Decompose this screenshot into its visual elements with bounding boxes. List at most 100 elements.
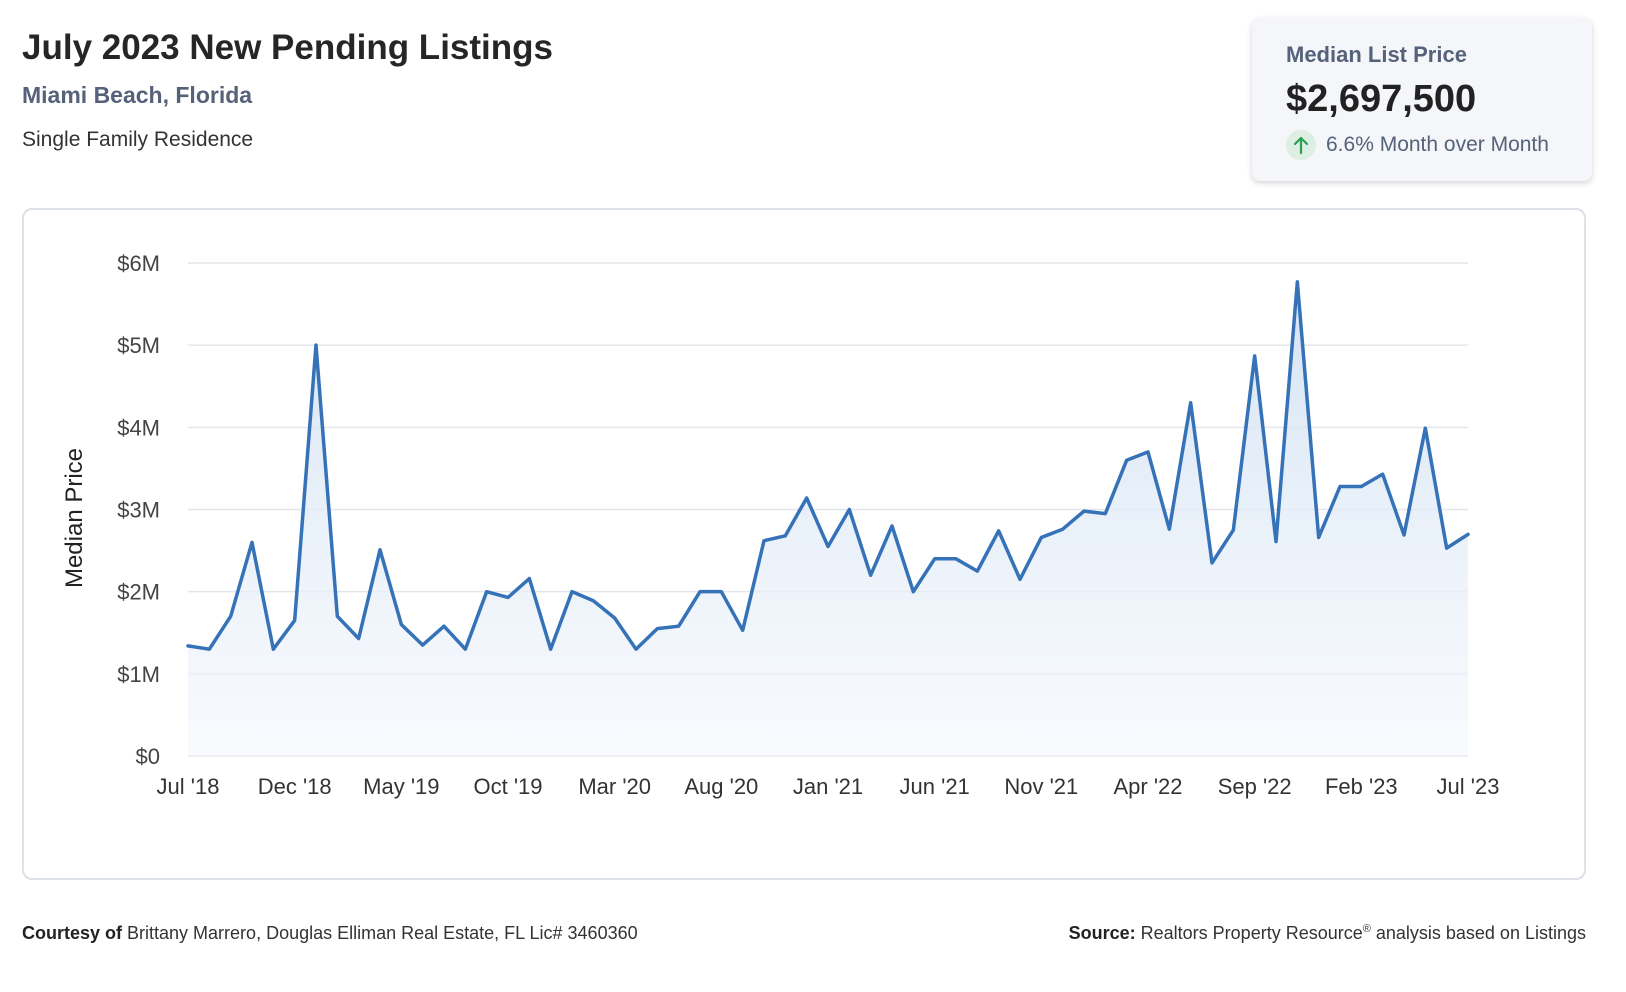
data-point[interactable] bbox=[888, 522, 896, 530]
data-point[interactable] bbox=[1187, 399, 1195, 407]
x-tick-label: Jun '21 bbox=[900, 774, 970, 799]
data-point[interactable] bbox=[1379, 470, 1387, 478]
data-point[interactable] bbox=[760, 537, 768, 545]
data-point[interactable] bbox=[1336, 482, 1344, 490]
y-tick-label: $0 bbox=[136, 744, 160, 769]
stat-change-text: 6.6% Month over Month bbox=[1326, 133, 1549, 156]
data-point[interactable] bbox=[1165, 525, 1173, 533]
y-tick-label: $4M bbox=[117, 415, 160, 440]
data-point[interactable] bbox=[973, 567, 981, 575]
source-label: Source: bbox=[1068, 923, 1136, 943]
y-tick-label: $3M bbox=[117, 498, 160, 523]
data-point[interactable] bbox=[995, 527, 1003, 535]
data-point[interactable] bbox=[1293, 278, 1301, 286]
data-point[interactable] bbox=[931, 555, 939, 563]
data-point[interactable] bbox=[1080, 507, 1088, 515]
courtesy-label: Courtesy of bbox=[22, 923, 123, 943]
data-point[interactable] bbox=[547, 645, 555, 653]
data-point[interactable] bbox=[1357, 482, 1365, 490]
courtesy-text: Brittany Marrero, Douglas Elliman Real E… bbox=[127, 923, 638, 943]
x-tick-label: May '19 bbox=[363, 774, 439, 799]
data-point[interactable] bbox=[483, 588, 491, 596]
data-point[interactable] bbox=[1016, 575, 1024, 583]
data-point[interactable] bbox=[248, 538, 256, 546]
y-tick-label: $5M bbox=[117, 333, 160, 358]
data-point[interactable] bbox=[824, 542, 832, 550]
data-point[interactable] bbox=[1101, 510, 1109, 518]
data-point[interactable] bbox=[1208, 559, 1216, 567]
data-point[interactable] bbox=[504, 593, 512, 601]
page-title: July 2023 New Pending Listings bbox=[22, 28, 553, 67]
x-tick-label: Aug '20 bbox=[684, 774, 758, 799]
chart-panel: $0 $1M $2M $3M $4M $5M $6M Jul '18 Dec '18 May '… bbox=[22, 208, 1586, 880]
y-axis-label: Median Price bbox=[61, 448, 88, 588]
arrow-up-icon bbox=[1286, 130, 1316, 160]
data-point[interactable] bbox=[312, 341, 320, 349]
x-tick-label: Mar '20 bbox=[578, 774, 651, 799]
data-point[interactable] bbox=[1037, 533, 1045, 541]
data-point[interactable] bbox=[461, 645, 469, 653]
data-point[interactable] bbox=[355, 635, 363, 643]
data-point[interactable] bbox=[1123, 456, 1131, 464]
data-point[interactable] bbox=[1443, 544, 1451, 552]
data-point[interactable] bbox=[1144, 448, 1152, 456]
x-tick-label: Nov '21 bbox=[1004, 774, 1078, 799]
data-point[interactable] bbox=[739, 626, 747, 634]
data-point[interactable] bbox=[568, 588, 576, 596]
data-point[interactable] bbox=[440, 622, 448, 630]
data-point[interactable] bbox=[696, 588, 704, 596]
data-point[interactable] bbox=[909, 588, 917, 596]
data-point[interactable] bbox=[269, 645, 277, 653]
data-point[interactable] bbox=[227, 612, 235, 620]
data-point[interactable] bbox=[291, 616, 299, 624]
property-type-label: Single Family Residence bbox=[22, 128, 254, 151]
median-list-price-card: Median List Price $2,697,500 6.6% Month … bbox=[1252, 18, 1592, 181]
source-name: Realtors Property Resource bbox=[1140, 923, 1363, 943]
data-point[interactable] bbox=[1272, 538, 1280, 546]
data-point[interactable] bbox=[1315, 533, 1323, 541]
x-tick-label: Dec '18 bbox=[258, 774, 332, 799]
footer-courtesy: Courtesy of Brittany Marrero, Douglas El… bbox=[22, 923, 638, 944]
x-tick-label: Feb '23 bbox=[1325, 774, 1398, 799]
data-point[interactable] bbox=[1421, 424, 1429, 432]
x-tick-label: Sep '22 bbox=[1218, 774, 1292, 799]
y-tick-label: $2M bbox=[117, 580, 160, 605]
registered-mark: ® bbox=[1362, 923, 1371, 935]
data-point[interactable] bbox=[525, 575, 533, 583]
x-tick-label: Apr '22 bbox=[1113, 774, 1182, 799]
data-point[interactable] bbox=[419, 641, 427, 649]
data-point[interactable] bbox=[845, 506, 853, 514]
data-point[interactable] bbox=[781, 532, 789, 540]
data-point[interactable] bbox=[333, 612, 341, 620]
data-point[interactable] bbox=[1229, 526, 1237, 534]
data-point[interactable] bbox=[803, 494, 811, 502]
stat-value: $2,697,500 bbox=[1286, 78, 1477, 120]
x-tick-label: Oct '19 bbox=[473, 774, 542, 799]
data-point[interactable] bbox=[1059, 525, 1067, 533]
data-point[interactable] bbox=[1464, 530, 1472, 538]
data-point[interactable] bbox=[1400, 531, 1408, 539]
data-point[interactable] bbox=[717, 588, 725, 596]
data-point[interactable] bbox=[867, 571, 875, 579]
data-point[interactable] bbox=[184, 642, 192, 650]
data-point[interactable] bbox=[397, 621, 405, 629]
data-point[interactable] bbox=[611, 614, 619, 622]
x-tick-label: Jul '18 bbox=[157, 774, 220, 799]
median-price-chart: $0 $1M $2M $3M $4M $5M $6M Jul '18 Dec '18 May '… bbox=[61, 251, 1500, 799]
y-tick-label: $1M bbox=[117, 662, 160, 687]
data-point[interactable] bbox=[952, 555, 960, 563]
data-point[interactable] bbox=[205, 645, 213, 653]
data-point[interactable] bbox=[589, 597, 597, 605]
footer-source: Source: Realtors Property Resource® anal… bbox=[1069, 923, 1586, 944]
data-point[interactable] bbox=[632, 645, 640, 653]
x-tick-label: Jul '23 bbox=[1437, 774, 1500, 799]
data-point[interactable] bbox=[376, 546, 384, 554]
data-point[interactable] bbox=[1251, 352, 1259, 360]
y-tick-label: $6M bbox=[117, 251, 160, 276]
data-point[interactable] bbox=[675, 622, 683, 630]
series-line bbox=[186, 280, 1470, 651]
series-area bbox=[188, 281, 1468, 756]
stat-label: Median List Price bbox=[1286, 42, 1467, 67]
data-point[interactable] bbox=[653, 625, 661, 633]
source-text: analysis based on Listings bbox=[1375, 923, 1586, 943]
